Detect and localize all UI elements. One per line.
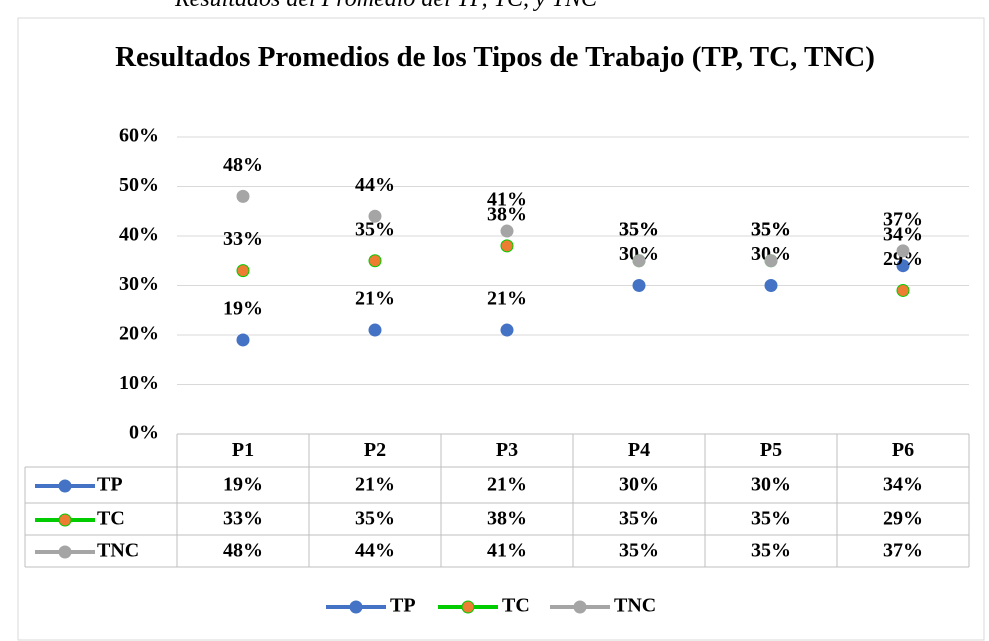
x-tick-label: P2 [364,439,386,461]
point [500,239,514,253]
point [896,283,910,297]
chart-title: Resultados Promedios de los Tipos de Tra… [115,41,875,73]
data-label: 21% [487,288,527,310]
point [236,264,250,278]
table-legend-key-marker [58,545,72,559]
table-row-label: TNC [97,540,139,562]
point [368,323,382,337]
data-label: 21% [355,288,395,310]
y-tick-label: 50% [119,174,159,196]
table-cell: 33% [223,508,263,530]
table-cell: 21% [487,474,527,496]
table-cell: 35% [355,508,395,530]
data-label: 35% [619,218,659,240]
caption: Resultados del Promedio del TP, TC, y TN… [175,0,597,13]
x-tick-label: P4 [628,439,650,461]
data-label: 38% [487,203,527,225]
legend-key-marker [349,600,363,614]
data-label: 19% [223,298,263,320]
point [368,209,382,223]
point [236,189,250,203]
point [764,254,778,268]
point [500,323,514,337]
table-row-label: TP [97,474,123,496]
legend-label: TC [502,595,530,617]
table-cell: 35% [751,540,791,562]
y-tick-label: 60% [119,125,159,147]
table-cell: 48% [223,540,263,562]
point [896,244,910,258]
legend-label: TNC [614,595,656,617]
table-cell: 29% [883,508,923,530]
legend-key-marker [461,600,475,614]
table-legend-key-marker [58,513,72,527]
y-tick-label: 0% [129,422,159,444]
table-cell: 38% [487,508,527,530]
y-tick-label: 40% [119,224,159,246]
x-tick-label: P5 [760,439,782,461]
table-cell: 41% [487,540,527,562]
table-legend-key-marker [58,479,72,493]
y-tick-label: 10% [119,372,159,394]
data-label: 44% [355,174,395,196]
data-label: 30% [619,243,659,265]
table-cell: 30% [751,474,791,496]
table-cell: 35% [619,540,659,562]
legend-key-marker [573,600,587,614]
table-cell: 34% [883,474,923,496]
table-cell: 30% [619,474,659,496]
data-label: 33% [223,228,263,250]
data-label: 34% [883,223,923,245]
x-tick-label: P1 [232,439,254,461]
data-label: 30% [751,243,791,265]
data-label: 35% [355,218,395,240]
table-cell: 35% [619,508,659,530]
x-tick-label: P3 [496,439,518,461]
point [764,279,778,292]
data-label: 41% [487,189,527,211]
table-row-label: TC [97,508,125,530]
data-label: 35% [751,218,791,240]
point [500,224,514,238]
data-label: 35% [751,218,791,240]
table-cell: 19% [223,474,263,496]
data-label: 37% [883,208,923,230]
legend-label: TP [390,595,416,617]
point [896,259,910,273]
data-label: 48% [223,154,263,176]
data-label: 29% [883,248,923,270]
y-tick-label: 30% [119,273,159,295]
point [368,254,382,268]
table-cell: 35% [751,508,791,530]
point [632,279,646,292]
table-cell: 37% [883,540,923,562]
table-cell: 44% [355,540,395,562]
x-tick-label: P6 [892,439,914,461]
point [632,254,646,268]
table-cell: 21% [355,474,395,496]
point [236,333,250,347]
y-tick-label: 20% [119,323,159,345]
data-label: 35% [619,218,659,240]
